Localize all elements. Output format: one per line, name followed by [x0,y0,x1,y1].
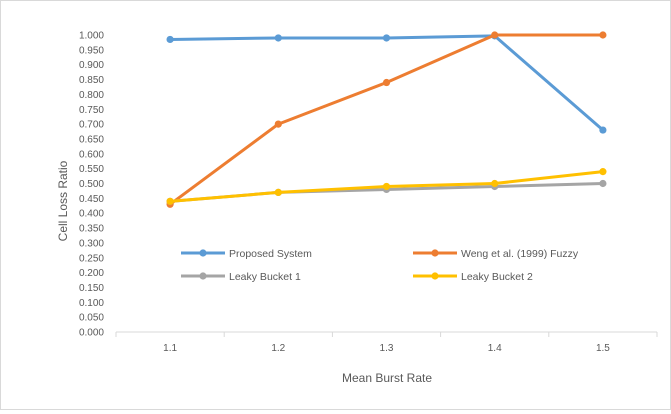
y-tick-label: 0.950 [79,45,104,56]
y-tick-label: 0.400 [79,209,104,220]
x-tick-label: 1.5 [596,343,610,354]
x-tick-label: 1.1 [163,343,177,354]
series-layer [166,31,607,208]
data-point [274,34,282,42]
legend-label: Leaky Bucket 2 [461,271,533,283]
y-tick-label: 0.350 [79,224,104,235]
y-tick-label: 0.300 [79,238,104,249]
legend-entry: Proposed System [181,248,312,260]
legend-entry: Leaky Bucket 2 [413,271,533,283]
y-tick-label: 0.600 [79,149,104,160]
y-tick-label: 0.750 [79,105,104,116]
y-tick-label: 0.150 [79,283,104,294]
y-tick-label: 0.800 [79,90,104,101]
y-tick-label: 0.450 [79,194,104,205]
y-tick-label: 0.500 [79,179,104,190]
data-point [491,179,499,188]
y-tick-label: 0.650 [79,134,104,145]
data-point [599,168,607,176]
x-tick-label: 1.2 [271,343,285,354]
legend-swatch-marker [431,249,439,257]
legend-label: Proposed System [229,248,312,260]
series-4 [166,168,607,205]
legend-entry: Weng et al. (1999) Fuzzy [413,248,579,260]
legend: Proposed System Weng et al. (1999) Fuzzy L… [181,248,579,283]
data-point [382,34,391,42]
data-point [491,31,499,39]
y-tick-label: 0.550 [79,164,104,175]
y-tick-label: 0.900 [79,60,104,71]
y-axis: 0.000 0.050 0.100 0.150 0.200 0.250 0.300 0.350… [79,31,104,339]
legend-swatch-marker [199,272,207,280]
y-tick-label: 0.100 [79,298,104,309]
y-tick-label: 0.200 [79,268,104,279]
data-point [599,31,607,39]
y-tick-label: 0.850 [79,75,104,86]
legend-swatch-marker [431,272,439,280]
legend-label: Weng et al. (1999) Fuzzy [461,248,579,260]
data-point [166,35,174,44]
data-point [166,197,174,205]
x-tick-label: 1.3 [380,343,394,354]
data-point [382,182,391,191]
y-tick-label: 1.000 [79,31,104,42]
data-point [274,188,282,197]
data-point [599,179,607,188]
legend-label: Leaky Bucket 1 [229,271,301,283]
data-point [274,120,282,128]
data-point [599,126,607,134]
x-tick-label: 1.4 [488,343,502,354]
y-tick-label: 0.050 [79,313,104,324]
x-axis: 1.1 1.2 1.3 1.4 1.5 [115,331,658,354]
x-axis-title: Mean Burst Rate [342,371,432,385]
y-tick-label: 0.000 [79,328,104,339]
data-point [382,78,391,87]
legend-entry: Leaky Bucket 1 [181,271,301,283]
legend-swatch-marker [199,249,207,257]
y-tick-label: 0.700 [79,120,104,131]
y-axis-title: Cell Loss Ratio [56,160,70,241]
series-2 [166,31,607,208]
y-tick-label: 0.250 [79,253,104,264]
